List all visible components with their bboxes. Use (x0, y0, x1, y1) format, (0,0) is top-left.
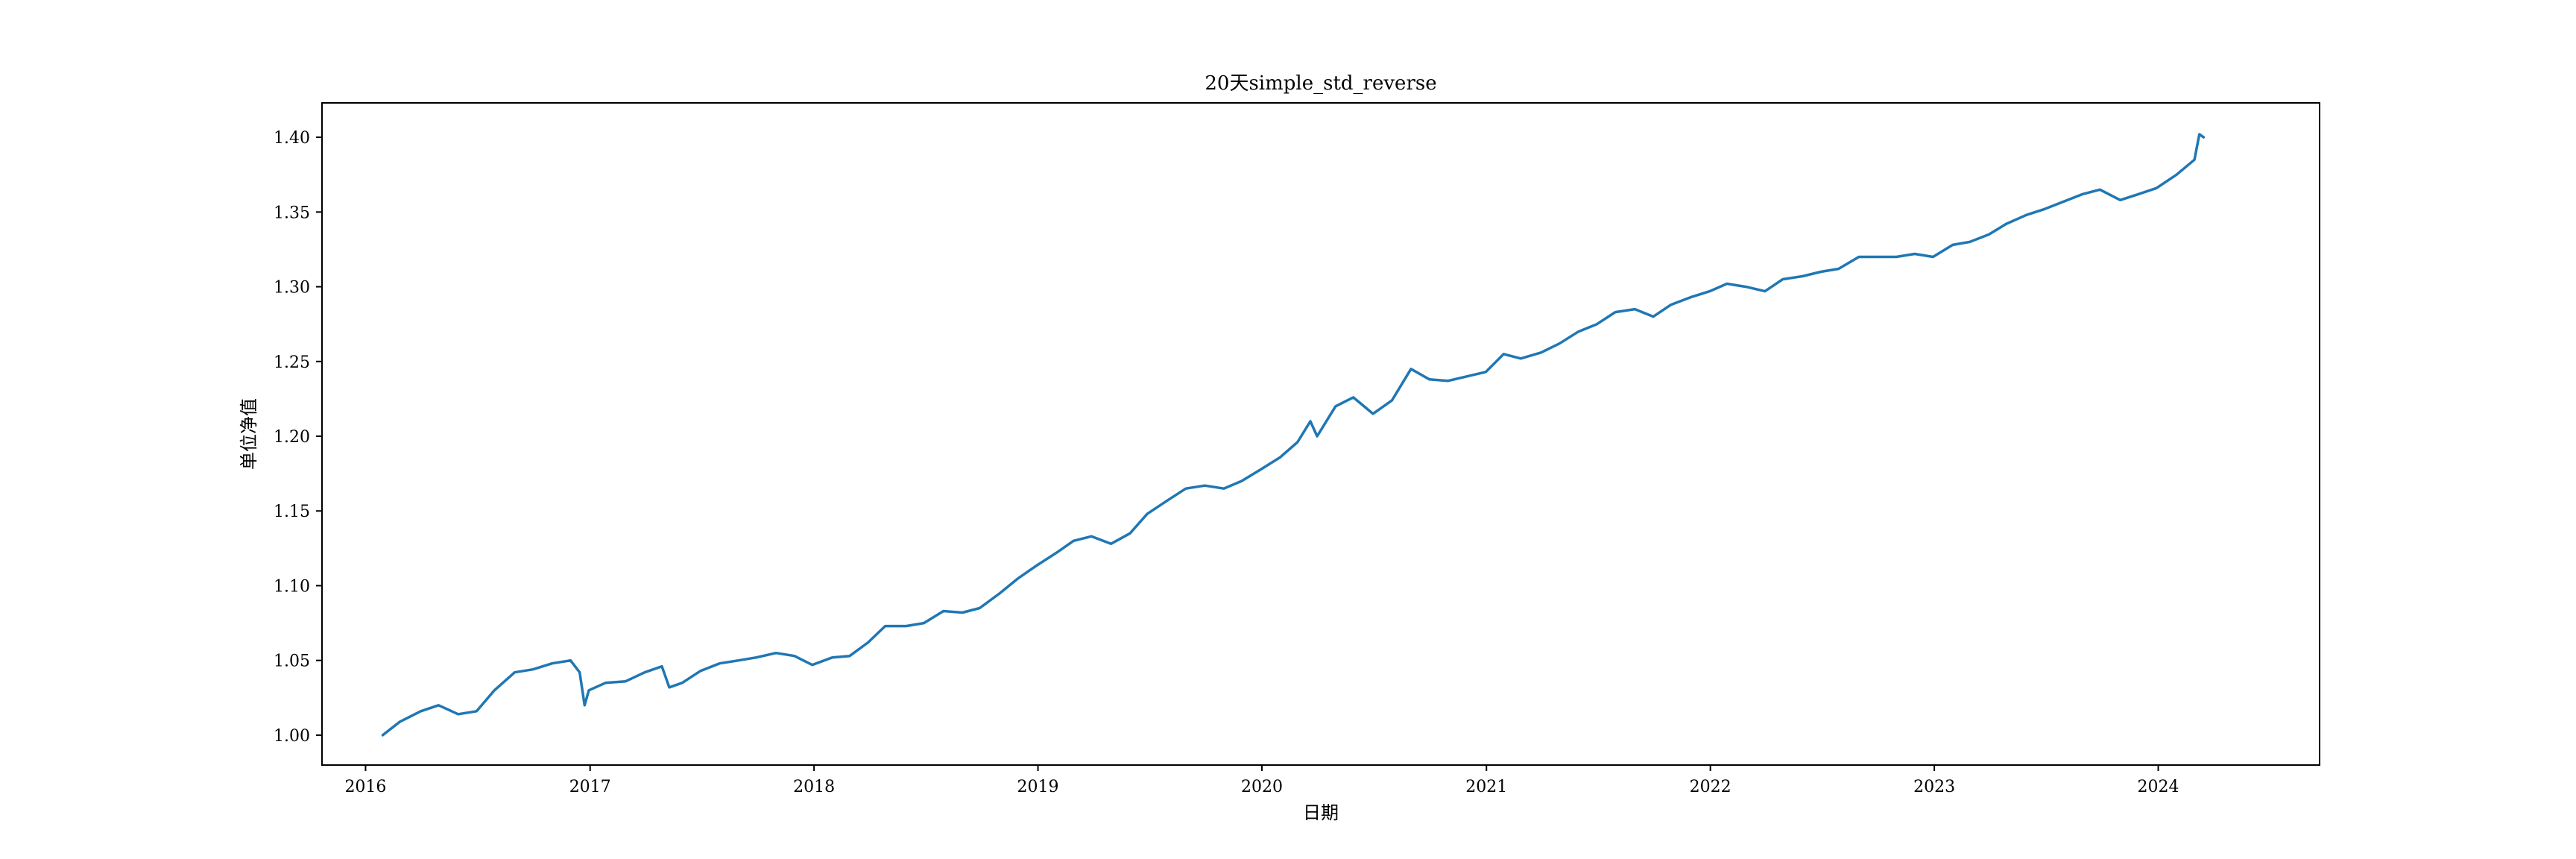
y-tick-label: 1.00 (274, 727, 310, 746)
x-axis: 2016 2017 2018 2019 2020 2021 2022 2023 2024 (344, 765, 2179, 796)
y-tick-label: 1.30 (274, 279, 310, 298)
y-axis: 1.00 1.05 1.10 1.15 1.20 1.25 1.30 1.35 1.40 (274, 129, 322, 746)
x-tick-label: 2017 (569, 778, 611, 796)
y-tick-label: 1.35 (274, 204, 310, 222)
x-tick-label: 2016 (344, 778, 386, 796)
plot-area (321, 102, 2320, 766)
y-tick-label: 1.05 (274, 652, 310, 671)
y-tick-label: 1.20 (274, 428, 310, 447)
x-tick-label: 2021 (1465, 778, 1507, 796)
x-axis-label: 日期 (1303, 802, 1339, 823)
y-tick-label: 1.25 (274, 353, 310, 372)
chart-title: 20天simple_std_reverse (1205, 72, 1436, 95)
x-tick-label: 2024 (2138, 778, 2179, 796)
y-axis-label: 单位净值 (239, 398, 259, 470)
x-tick-label: 2020 (1241, 778, 1283, 796)
y-tick-label: 1.10 (274, 577, 310, 596)
x-tick-label: 2023 (1913, 778, 1955, 796)
series-line (381, 133, 2206, 737)
y-tick-label: 1.15 (274, 503, 310, 521)
x-tick-label: 2022 (1690, 778, 1731, 796)
y-tick-label: 1.40 (274, 129, 310, 148)
x-tick-label: 2018 (793, 778, 835, 796)
data-points (382, 134, 2204, 736)
x-tick-label: 2019 (1017, 778, 1059, 796)
